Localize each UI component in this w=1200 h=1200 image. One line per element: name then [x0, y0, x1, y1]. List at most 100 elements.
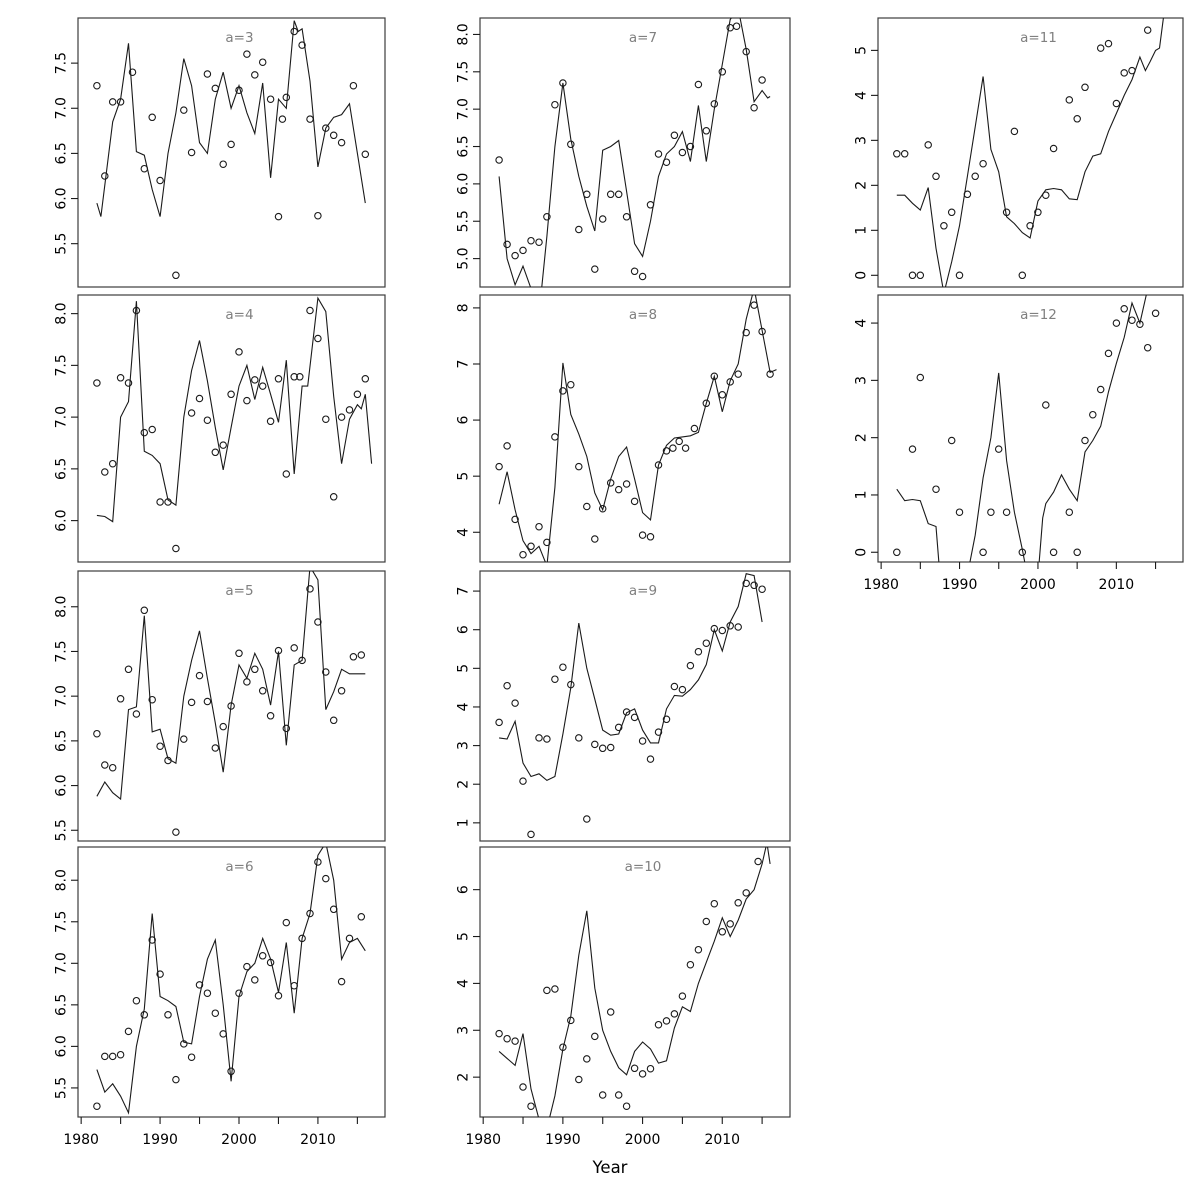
panel-border: [479, 17, 791, 288]
data-point: [710, 100, 719, 108]
data-point: [606, 1008, 615, 1016]
data-point: [337, 138, 346, 147]
data-point: [503, 240, 511, 249]
data-point: [243, 678, 251, 686]
data-point: [1042, 401, 1050, 409]
data-point: [686, 142, 695, 151]
data-point: [156, 970, 164, 978]
data-point: [274, 646, 283, 655]
data-point: [702, 399, 711, 408]
data-point: [353, 390, 362, 399]
data-point: [314, 858, 322, 866]
data-point: [702, 127, 711, 135]
data-point: [575, 462, 583, 471]
y-axis-tick-label: 5: [456, 932, 472, 941]
y-axis-tick-label: 6.5: [456, 135, 472, 157]
panel-title: a=6: [225, 859, 253, 875]
data-point: [675, 437, 683, 446]
data-point: [1089, 410, 1097, 419]
data-point: [646, 201, 655, 209]
x-axis-tick-label: 1980: [63, 1132, 99, 1148]
panel-title: a=4: [225, 307, 253, 323]
data-point: [211, 1009, 220, 1017]
data-point: [742, 328, 750, 337]
data-point: [994, 445, 1003, 453]
data-point: [1042, 191, 1050, 199]
data-point: [203, 989, 212, 997]
y-axis-tick-label: 5: [456, 664, 472, 673]
data-point: [924, 141, 932, 149]
y-axis-tick-label: 5: [854, 46, 870, 55]
panel-border: [77, 294, 386, 563]
data-point: [955, 508, 964, 516]
data-point: [235, 348, 243, 356]
data-point: [164, 756, 172, 765]
data-point: [357, 651, 366, 659]
data-point: [511, 1037, 519, 1045]
data-point: [646, 755, 655, 763]
y-axis-tick-label: 6.5: [54, 142, 70, 164]
data-point: [203, 70, 212, 78]
data-point: [116, 98, 125, 106]
y-axis-tick-label: 7.0: [54, 952, 70, 974]
panel-title: a=8: [629, 307, 657, 323]
data-point: [124, 1027, 133, 1036]
data-point: [211, 448, 220, 457]
x-axis-tick-label: 2000: [221, 1132, 257, 1148]
data-point: [195, 671, 204, 680]
x-axis-tick-label: 2010: [704, 1132, 740, 1148]
y-axis-tick-label: 8.0: [54, 596, 70, 618]
data-point: [742, 47, 750, 56]
data-point: [306, 306, 314, 315]
y-axis-tick-label: 6: [456, 885, 472, 894]
data-point: [243, 396, 251, 405]
data-point: [187, 1053, 196, 1061]
data-point: [726, 23, 734, 32]
data-point: [329, 716, 338, 725]
data-point: [108, 1052, 117, 1061]
data-point: [654, 1020, 663, 1029]
data-point: [274, 991, 283, 1000]
data-point: [670, 682, 679, 691]
data-point: [622, 708, 631, 716]
data-point: [1065, 96, 1074, 104]
data-point: [591, 535, 599, 543]
y-axis-tick-label: 7.5: [54, 911, 70, 933]
data-point: [314, 618, 322, 626]
data-point: [101, 468, 109, 476]
y-axis-tick-label: 3: [456, 1026, 472, 1035]
data-point: [219, 722, 227, 731]
data-point: [678, 148, 687, 157]
data-point: [357, 913, 366, 921]
data-point: [932, 172, 940, 181]
y-axis-tick-label: 3: [854, 376, 870, 385]
data-point: [108, 98, 117, 106]
y-axis-tick-label: 5: [456, 472, 472, 481]
data-point: [495, 156, 503, 164]
data-point: [694, 945, 703, 954]
y-axis-tick-label: 7.0: [456, 98, 472, 120]
data-point: [598, 504, 607, 513]
data-point: [947, 436, 956, 445]
data-point: [1034, 208, 1042, 217]
data-point: [606, 190, 615, 199]
data-point: [116, 374, 125, 382]
y-axis-tick-label: 7.0: [54, 97, 70, 119]
x-axis-title: Year: [592, 1158, 628, 1177]
data-point: [916, 373, 925, 382]
data-point: [361, 375, 370, 383]
data-point: [681, 444, 690, 452]
data-point: [1096, 385, 1105, 394]
data-point: [1018, 548, 1027, 557]
data-point: [258, 952, 267, 960]
data-point: [583, 190, 591, 199]
data-point: [638, 531, 647, 539]
data-point: [710, 899, 719, 908]
data-point: [290, 27, 298, 36]
data-point: [694, 80, 703, 89]
data-point: [551, 675, 559, 683]
data-point: [710, 372, 719, 381]
data-point: [598, 1091, 607, 1099]
data-point: [511, 515, 519, 524]
